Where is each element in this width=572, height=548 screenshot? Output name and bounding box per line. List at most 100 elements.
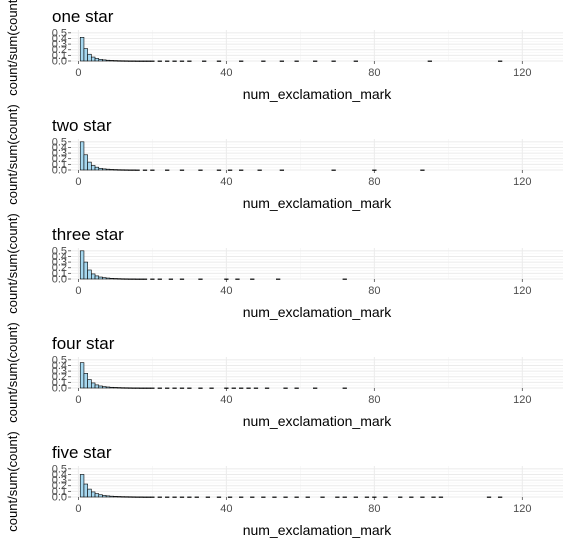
histogram-bar (124, 387, 129, 389)
x-tick-label: 0 (75, 67, 81, 79)
histogram-bar (87, 53, 92, 62)
histogram-bar (91, 491, 96, 498)
histogram-bar (105, 59, 111, 62)
y-tick-label: 0.3 (52, 257, 67, 269)
histogram-bar (135, 496, 140, 498)
histogram-bar (313, 60, 318, 62)
histogram-bar (198, 169, 203, 171)
histogram-bar (87, 488, 92, 498)
panel-background (71, 248, 563, 279)
histogram-bar (94, 493, 100, 498)
histogram-bar (261, 60, 266, 62)
histogram-bar (486, 496, 492, 498)
facet-title: one star (52, 7, 114, 26)
histogram-bar (227, 496, 233, 498)
histogram-bar (83, 261, 88, 280)
histogram-bar (239, 387, 244, 389)
histogram-bar (146, 60, 151, 62)
histogram-bar (150, 387, 155, 389)
histogram-bar (150, 496, 155, 498)
histogram-bar (320, 496, 325, 498)
x-tick-label: 80 (368, 67, 380, 79)
histogram-bar (420, 496, 425, 498)
histogram-bar (91, 382, 96, 389)
histogram-bar (383, 496, 388, 498)
y-tick-label: 0.5 (52, 463, 67, 475)
y-tick-label: 0.2 (52, 44, 67, 56)
histogram-bar (98, 385, 103, 389)
histogram-bar (87, 379, 92, 389)
histogram-bar (157, 60, 162, 62)
x-tick-label: 0 (75, 503, 81, 515)
y-tick-label: 0.2 (52, 480, 67, 492)
histogram-bar (239, 60, 244, 62)
x-tick-label: 0 (75, 394, 81, 406)
histogram-bar (109, 169, 114, 171)
histogram-bar (179, 60, 185, 62)
histogram-bar (283, 496, 288, 498)
histogram-bar (79, 37, 85, 62)
histogram-bar (113, 387, 118, 389)
y-tick-label: 0.5 (52, 354, 67, 366)
histogram-bar (150, 60, 155, 62)
histogram-bar (165, 60, 170, 62)
histogram-bar (205, 496, 211, 498)
histogram-bar (116, 169, 122, 171)
histogram-bar (398, 496, 403, 498)
histogram-bar (116, 387, 122, 389)
histogram-bar (135, 387, 140, 389)
facet-panel: three star 0.00.10.20.30.40.5 0 40 80 120 num_… (5, 213, 563, 320)
histogram-bar (224, 278, 229, 280)
histogram-bar (146, 387, 151, 389)
x-tick-label: 120 (513, 67, 531, 79)
histogram-bar (128, 496, 133, 498)
facet-panel: five star 0.00.10.20.30.40.5 0 40 80 120 num_e… (5, 431, 563, 538)
y-tick-label: 0.4 (52, 251, 67, 263)
histogram-bar (157, 278, 162, 280)
histogram-bar (139, 387, 144, 389)
panel-background (71, 30, 563, 61)
histogram-bar (105, 277, 111, 280)
histogram-bar (116, 496, 122, 498)
histogram-bar (165, 387, 170, 389)
y-tick-label: 0.2 (52, 371, 67, 383)
histogram-bar (102, 59, 107, 62)
histogram-bar (98, 168, 103, 171)
histogram-bar (83, 48, 88, 62)
y-tick-label: 0.0 (52, 56, 67, 68)
histogram-bar (342, 496, 347, 498)
x-axis-label: num_exclamation_mark (243, 195, 393, 211)
histogram-bar (187, 60, 192, 62)
y-tick-label: 0.2 (52, 262, 67, 274)
histogram-bar (124, 278, 129, 280)
y-tick-label: 0.0 (52, 165, 67, 177)
histogram-bar (216, 169, 222, 171)
histogram-bar (420, 169, 425, 171)
histogram-bar (216, 60, 222, 62)
x-tick-label: 80 (368, 176, 380, 188)
histogram-bar (83, 154, 88, 171)
histogram-bar (109, 60, 114, 62)
histogram-bar (172, 496, 177, 498)
histogram-bar (102, 277, 107, 280)
histogram-bar (172, 387, 177, 389)
histogram-bar (109, 495, 114, 498)
histogram-bar (253, 387, 259, 389)
x-tick-label: 40 (220, 67, 232, 79)
histogram-bar (165, 169, 170, 171)
histogram-bar (216, 496, 222, 498)
x-axis-label: num_exclamation_mark (243, 86, 393, 102)
histogram-bar (139, 60, 144, 62)
histogram-bar (187, 496, 192, 498)
histogram-bar (128, 387, 133, 389)
histogram-bar (98, 59, 103, 62)
y-tick-label: 0.3 (52, 475, 67, 487)
histogram-bar (113, 169, 118, 171)
histogram-bar (94, 275, 100, 280)
y-tick-label: 0.0 (52, 492, 67, 504)
facet-panel: one star 0.00.10.20.30.40.5 0 40 80 120 num_ex… (5, 0, 563, 102)
histogram-bar (353, 60, 358, 62)
histogram-bar (198, 278, 203, 280)
histogram-bar (279, 60, 285, 62)
